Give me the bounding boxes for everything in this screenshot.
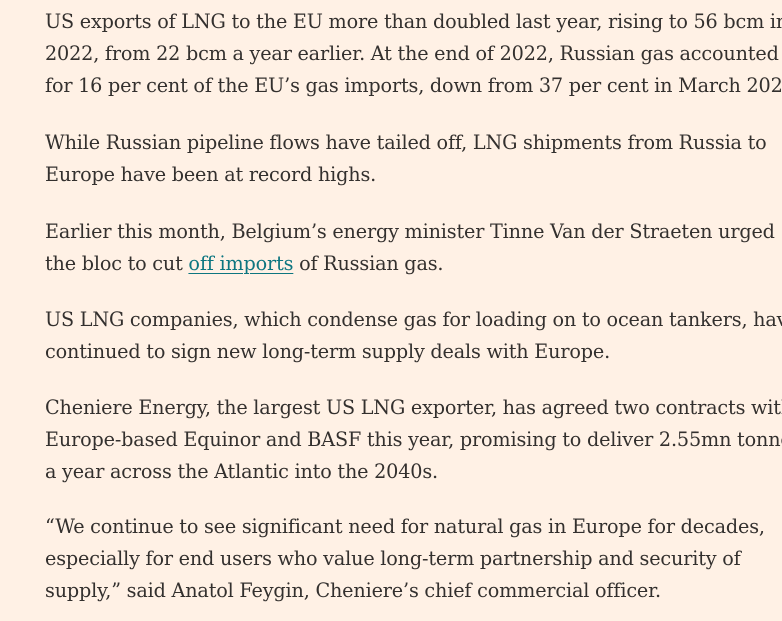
paragraph-line: Europe have been at record highs. — [45, 163, 377, 186]
off-imports-link[interactable]: off imports — [188, 252, 294, 275]
paragraph-line: “We continue to see significant need for… — [45, 515, 765, 538]
paragraph-line: a year across the Atlantic into the 2040… — [45, 460, 438, 483]
paragraph-cheniere-contracts: Cheniere Energy, the largest US LNG expo… — [45, 392, 782, 488]
paragraph-line: for 16 per cent of the EU’s gas imports,… — [45, 74, 782, 97]
paragraph-line: Earlier this month, Belgium’s energy min… — [45, 220, 775, 243]
paragraph-lng-exports: US exports of LNG to the EU more than do… — [45, 6, 782, 102]
paragraph-line: Europe-based Equinor and BASF this year,… — [45, 428, 782, 451]
paragraph-russian-pipeline: While Russian pipeline flows have tailed… — [45, 127, 767, 191]
line-text-after-link: of Russian gas. — [293, 252, 444, 275]
paragraph-line: US exports of LNG to the EU more than do… — [45, 10, 782, 33]
paragraph-line: especially for end users who value long-… — [45, 547, 741, 570]
line-text-before-link: the bloc to cut — [45, 252, 189, 275]
paragraph-line-with-link: the bloc to cut off imports of Russian g… — [45, 248, 755, 280]
paragraph-us-lng-companies: US LNG companies, which condense gas for… — [45, 304, 782, 368]
paragraph-line: While Russian pipeline flows have tailed… — [45, 131, 767, 154]
paragraph-line: continued to sign new long-term supply d… — [45, 340, 611, 363]
paragraph-feygin-quote: “We continue to see significant need for… — [45, 511, 765, 607]
paragraph-line: 2022, from 22 bcm a year earlier. At the… — [45, 42, 779, 65]
paragraph-line: US LNG companies, which condense gas for… — [45, 308, 782, 331]
paragraph-line: Cheniere Energy, the largest US LNG expo… — [45, 396, 782, 419]
paragraph-belgium-minister: Earlier this month, Belgium’s energy min… — [45, 216, 775, 280]
paragraph-line: supply,” said Anatol Feygin, Cheniere’s … — [45, 579, 661, 602]
